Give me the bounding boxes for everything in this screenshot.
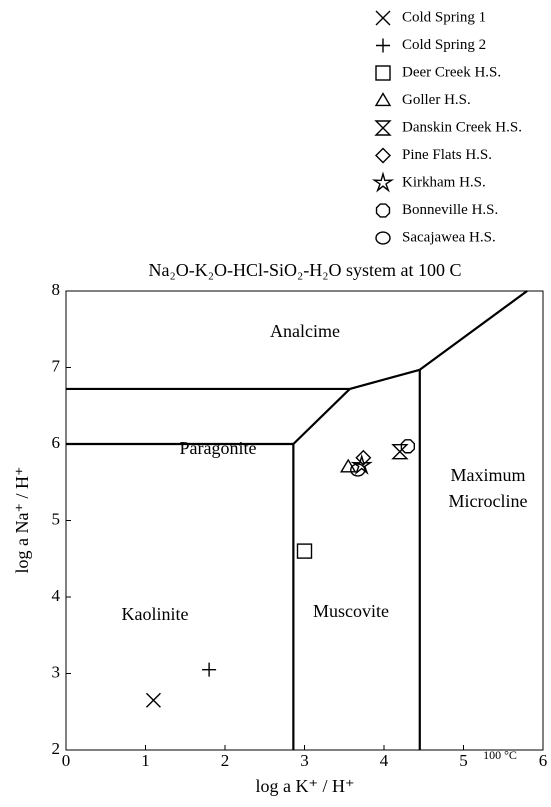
legend-label: Bonneville H.S.: [402, 202, 498, 218]
data-point: [350, 453, 373, 475]
phase-boundary: [292, 388, 351, 445]
legend-label: Goller H.S.: [402, 92, 471, 108]
legend-marker: [375, 203, 391, 218]
y-tick-label: 2: [52, 739, 61, 758]
phase-boundary: [349, 368, 421, 390]
y-tick-label: 6: [52, 433, 61, 452]
data-point: [355, 449, 372, 466]
data-point: [202, 662, 217, 677]
legend-marker: [375, 231, 391, 245]
legend-label: Kirkham H.S.: [402, 174, 486, 190]
legend-marker: [374, 92, 392, 107]
legend-marker: [375, 147, 391, 164]
x-axis-label: log a K⁺ / H⁺: [256, 776, 355, 796]
legend-label: Sacajawea H.S.: [402, 229, 496, 245]
y-tick-label: 3: [52, 662, 61, 681]
plot-frame: [65, 290, 544, 751]
data-point: [400, 439, 416, 454]
legend-label: Cold Spring 2: [402, 37, 486, 53]
x-tick-label: 5: [459, 751, 468, 770]
legend-marker: [371, 171, 395, 193]
legend-marker: [376, 38, 390, 53]
x-tick-label: 1: [141, 751, 150, 770]
legend-marker: [375, 10, 391, 26]
region-label: Paragonite: [180, 438, 257, 458]
legend-marker: [375, 65, 391, 81]
x-tick-label: 4: [380, 751, 389, 770]
region-label: Maximum: [451, 465, 526, 485]
chart-title: Na₂O-K₂O-HCl-SiO₂-H₂O system at 100 C: [148, 260, 461, 280]
region-label: Muscovite: [313, 601, 389, 621]
data-point: [391, 443, 409, 460]
y-tick-label: 4: [52, 586, 61, 605]
legend-marker: [374, 120, 392, 136]
x-tick-label: 3: [300, 751, 309, 770]
x-tick-label: 0: [62, 751, 71, 770]
legend-label: Deer Creek H.S.: [402, 64, 501, 80]
legend-label: Cold Spring 1: [402, 9, 486, 25]
x-tick-label: 6: [539, 751, 548, 770]
y-tick-label: 8: [52, 280, 61, 299]
legend-label: Pine Flats H.S.: [402, 147, 492, 163]
region-label: Kaolinite: [122, 604, 189, 624]
legend-label: Danskin Creek H.S.: [402, 119, 522, 135]
data-point: [296, 543, 313, 559]
x-tick-label: 2: [221, 751, 230, 770]
region-label: Analcime: [270, 321, 340, 341]
data-point: [145, 692, 161, 708]
y-axis-label: log a Na⁺ / H⁺: [12, 467, 32, 574]
annotation: 100 °C: [483, 748, 517, 762]
y-tick-label: 5: [52, 509, 61, 528]
y-tick-label: 7: [52, 356, 61, 375]
region-label: Microcline: [449, 491, 528, 511]
data-point: [350, 463, 366, 477]
phase-boundary: [419, 290, 528, 371]
